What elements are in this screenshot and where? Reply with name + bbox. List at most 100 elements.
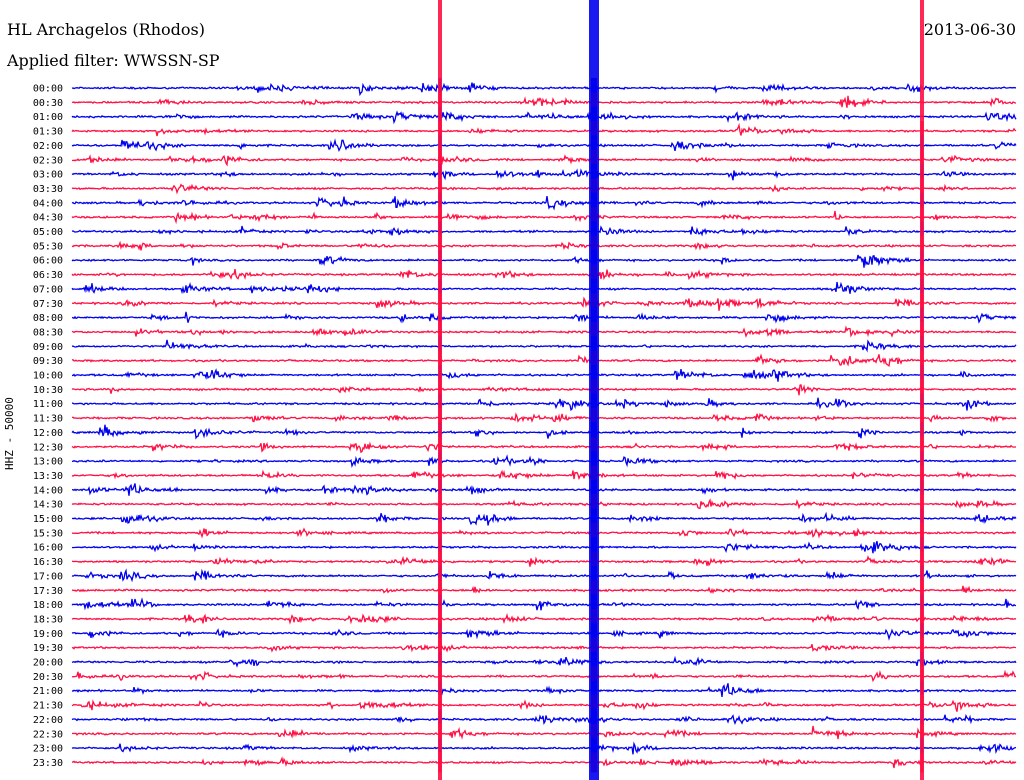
trace-line-2330	[71, 756, 1017, 769]
trace-line-0700	[71, 281, 1017, 295]
tick-label-2200: 22:00	[33, 715, 63, 726]
trace-group	[71, 0, 1017, 780]
tick-label-2130: 21:30	[33, 701, 63, 712]
tick-label-0730: 07:30	[33, 299, 63, 310]
saturated-column-1	[589, 0, 599, 780]
tick-label-1030: 10:30	[33, 385, 63, 396]
tick-label-1130: 11:30	[33, 414, 63, 425]
tick-label-1100: 11:00	[33, 399, 63, 410]
trace-line-0530	[71, 240, 1017, 251]
tick-label-0230: 02:30	[33, 155, 63, 166]
trace-line-0200	[71, 138, 1017, 152]
trace-line-2000	[71, 655, 1017, 668]
filter-label: Applied filter: WWSSN-SP	[7, 51, 220, 70]
tick-label-0330: 03:30	[33, 184, 63, 195]
date-label: 2013-06-30	[923, 20, 1016, 39]
tick-label-1330: 13:30	[33, 471, 63, 482]
tick-label-0000: 00:00	[33, 84, 63, 95]
trace-line-0230	[71, 154, 1017, 167]
tick-label-1600: 16:00	[33, 543, 63, 554]
trace-line-1100	[71, 397, 1017, 412]
trace-line-1900	[71, 628, 1017, 641]
tick-label-1530: 15:30	[33, 528, 63, 539]
tick-label-0100: 01:00	[33, 112, 63, 123]
trace-line-1530	[71, 527, 1017, 539]
trace-line-0730	[71, 296, 1017, 311]
trace-line-1130	[71, 412, 1017, 423]
trace-line-1730	[71, 585, 1017, 594]
trace-line-0130	[71, 122, 1017, 137]
tick-label-1200: 12:00	[33, 428, 63, 439]
tick-label-0600: 06:00	[33, 256, 63, 267]
trace-line-0100	[71, 110, 1017, 125]
trace-line-0300	[71, 168, 1017, 181]
tick-label-group: 00:00 00:30 01:00 01:30 02:00 02:30 03:00 03:30…	[33, 84, 63, 769]
trace-line-2200	[71, 713, 1017, 726]
trace-line-0000	[71, 82, 1017, 97]
trace-line-1830	[71, 612, 1017, 625]
tick-label-2300: 23:00	[33, 744, 63, 755]
trace-line-2100	[71, 683, 1017, 698]
trace-line-2230	[71, 725, 1017, 740]
tick-label-0430: 04:30	[33, 213, 63, 224]
saturated-column-0	[438, 0, 442, 780]
tick-label-2000: 20:00	[33, 658, 63, 669]
trace-line-0900	[71, 339, 1017, 353]
tick-label-2330: 23:30	[33, 758, 63, 769]
tick-label-1630: 16:30	[33, 557, 63, 568]
tick-label-0530: 05:30	[33, 241, 63, 252]
trace-line-1400	[71, 483, 1017, 496]
trace-line-0330	[71, 183, 1017, 195]
trace-line-0600	[71, 254, 1017, 268]
tick-label-0630: 06:30	[33, 270, 63, 281]
tick-label-1300: 13:00	[33, 457, 63, 468]
trace-line-1630	[71, 555, 1017, 567]
tick-label-1430: 14:30	[33, 500, 63, 511]
trace-line-2130	[71, 699, 1017, 712]
tick-label-1230: 12:30	[33, 442, 63, 453]
trace-line-2300	[71, 741, 1017, 755]
tick-label-1700: 17:00	[33, 571, 63, 582]
tick-label-1400: 14:00	[33, 485, 63, 496]
tick-label-2030: 20:30	[33, 672, 63, 683]
tick-label-1000: 10:00	[33, 371, 63, 382]
tick-label-0930: 09:30	[33, 356, 63, 367]
tick-label-0400: 04:00	[33, 198, 63, 209]
trace-line-0630	[71, 268, 1017, 281]
trace-line-1600	[71, 540, 1017, 554]
trace-line-1000	[71, 368, 1017, 382]
trace-line-0830	[71, 325, 1017, 338]
trace-line-0030	[71, 95, 1017, 108]
tick-label-1800: 18:00	[33, 600, 63, 611]
tick-label-1830: 18:30	[33, 614, 63, 625]
station-title: HL Archagelos (Rhodos)	[7, 20, 205, 39]
trace-line-1300	[71, 454, 1017, 469]
tick-label-1900: 19:00	[33, 629, 63, 640]
saturated-column-2	[920, 0, 924, 780]
trace-line-0800	[71, 311, 1017, 324]
trace-line-1800	[71, 597, 1017, 611]
tick-label-2100: 21:00	[33, 686, 63, 697]
trace-line-0930	[71, 353, 1017, 367]
tick-label-2230: 22:30	[33, 729, 63, 740]
trace-line-0400	[71, 196, 1017, 211]
trace-line-1930	[71, 643, 1017, 653]
tick-label-0800: 08:00	[33, 313, 63, 324]
tick-label-0900: 09:00	[33, 342, 63, 353]
tick-label-1730: 17:30	[33, 586, 63, 597]
trace-line-1500	[71, 511, 1017, 526]
trace-line-1230	[71, 441, 1017, 454]
tick-label-0130: 01:30	[33, 127, 63, 138]
trace-line-1700	[71, 568, 1017, 583]
trace-line-0500	[71, 225, 1017, 237]
trace-line-2030	[71, 669, 1017, 683]
tick-label-0300: 03:00	[33, 170, 63, 181]
tick-label-0700: 07:00	[33, 284, 63, 295]
trace-line-0430	[71, 210, 1017, 225]
trace-line-1200	[71, 424, 1017, 440]
tick-label-0030: 00:30	[33, 98, 63, 109]
tick-label-1930: 19:30	[33, 643, 63, 654]
tick-label-0200: 02:00	[33, 141, 63, 152]
trace-line-1330	[71, 469, 1017, 481]
